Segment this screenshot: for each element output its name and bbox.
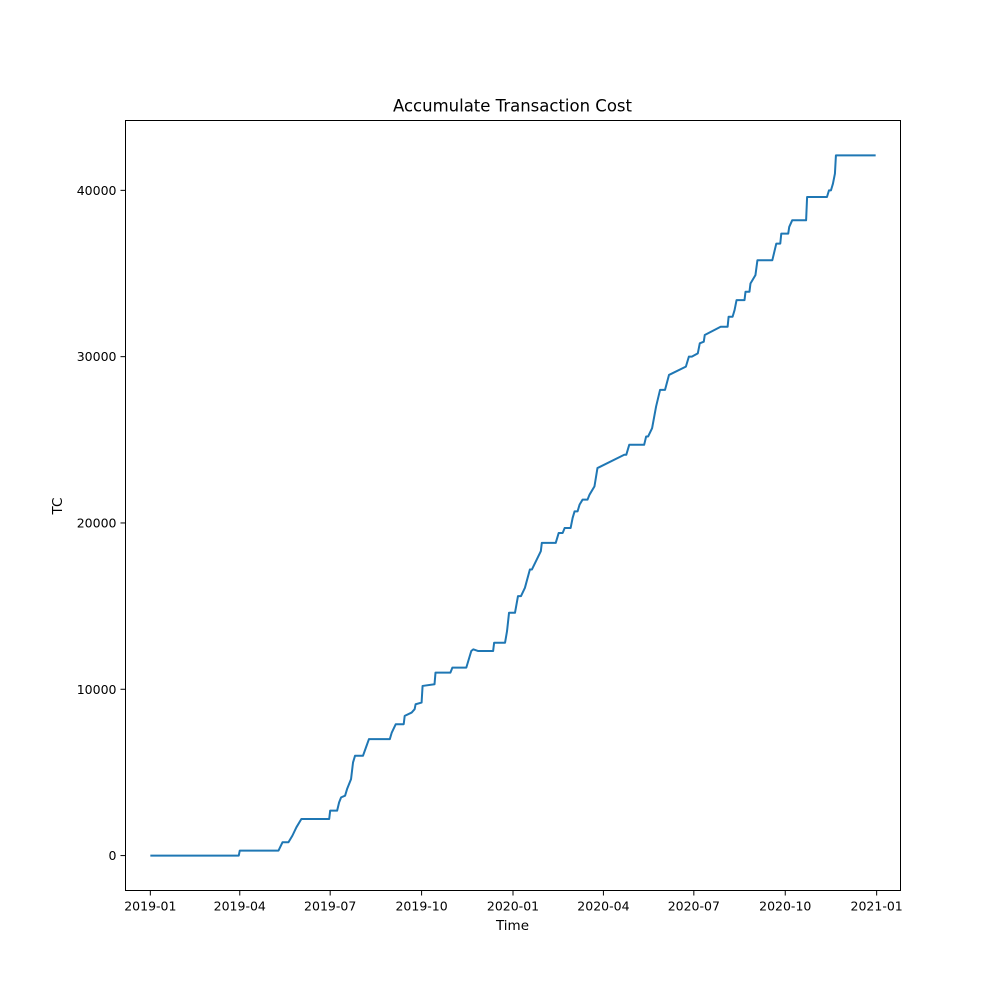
x-tick-label: 2019-10 (395, 899, 447, 914)
x-tick-label: 2020-04 (577, 899, 629, 914)
chart-title: Accumulate Transaction Cost (393, 97, 633, 116)
y-tick-label: 40000 (77, 183, 117, 198)
x-tick-label: 2019-01 (124, 899, 176, 914)
x-tick-label: 2019-07 (304, 899, 356, 914)
x-tick-label: 2019-04 (214, 899, 266, 914)
x-tick-label: 2020-01 (487, 899, 539, 914)
y-axis-label: TC (50, 498, 66, 516)
x-tick-label: 2021-01 (851, 899, 903, 914)
x-axis: 2019-01 2019-04 2019-07 2019-10 2020-01 2020-… (124, 890, 903, 914)
x-axis-label: Time (495, 918, 529, 934)
x-tick-label: 2020-10 (759, 899, 811, 914)
plot-frame (125, 120, 901, 891)
y-tick-label: 10000 (77, 682, 117, 697)
x-tick-label: 2020-07 (668, 899, 720, 914)
y-tick-label: 0 (109, 848, 117, 863)
tc-series-line (150, 154, 876, 857)
y-tick-label: 30000 (77, 349, 117, 364)
y-tick-label: 20000 (77, 515, 117, 530)
y-axis: 0 10000 20000 30000 40000 (77, 183, 126, 863)
